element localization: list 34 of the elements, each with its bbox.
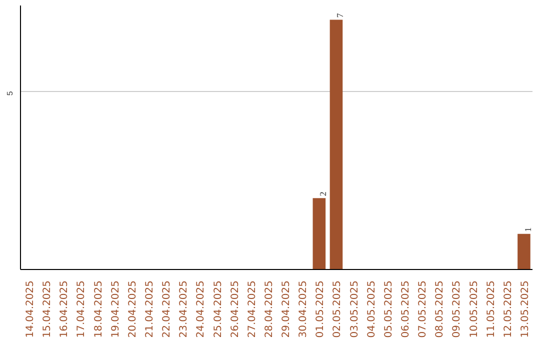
x-tick-label: 30.04.2025	[298, 280, 310, 338]
x-tick-label: 18.04.2025	[93, 280, 104, 338]
x-tick-label: 23.04.2025	[178, 280, 190, 338]
x-tick-label: 03.05.2025	[349, 280, 360, 338]
x-tick-label: 14.04.2025	[25, 280, 36, 338]
x-tick-label: 05.05.2025	[383, 280, 394, 338]
x-tick-label: 17.04.2025	[76, 280, 88, 338]
data-label: 2	[318, 192, 328, 196]
x-tick-label: 09.05.2025	[452, 280, 463, 338]
x-tick-label: 16.04.2025	[59, 280, 70, 338]
x-tick-label: 21.04.2025	[144, 280, 156, 338]
x-tick-label: 27.04.2025	[246, 280, 258, 338]
x-tick-label: 25.04.2025	[212, 280, 224, 338]
x-tick-label: 15.04.2025	[42, 280, 54, 338]
x-tick-label: 07.05.2025	[418, 280, 429, 338]
y-tick-label: 5	[6, 90, 14, 96]
x-tick-label: 29.04.2025	[281, 280, 292, 338]
x-tick-label: 28.04.2025	[264, 280, 275, 338]
x-tick-label: 06.05.2025	[400, 280, 412, 338]
x-tick-label: 26.04.2025	[230, 280, 241, 338]
x-tick-label: 24.04.2025	[196, 280, 207, 338]
x-tick-label: 13.05.2025	[520, 280, 531, 338]
x-tick-label: 11.05.2025	[486, 280, 497, 338]
x-tick-label: 12.05.2025	[502, 280, 514, 338]
x-tick-label: 08.05.2025	[434, 280, 446, 338]
x-tick-label: 04.05.2025	[366, 280, 378, 338]
x-tick-label: 22.04.2025	[162, 280, 173, 338]
data-label: 1	[522, 227, 533, 232]
data-label: 7	[335, 12, 346, 18]
x-tick-label: 01.05.2025	[315, 280, 326, 338]
x-tick-label: 02.05.2025	[332, 280, 344, 338]
x-tick-label: 19.04.2025	[110, 280, 122, 338]
x-tick-label: 10.05.2025	[468, 280, 480, 338]
x-tick-label: 20.04.2025	[127, 280, 138, 338]
